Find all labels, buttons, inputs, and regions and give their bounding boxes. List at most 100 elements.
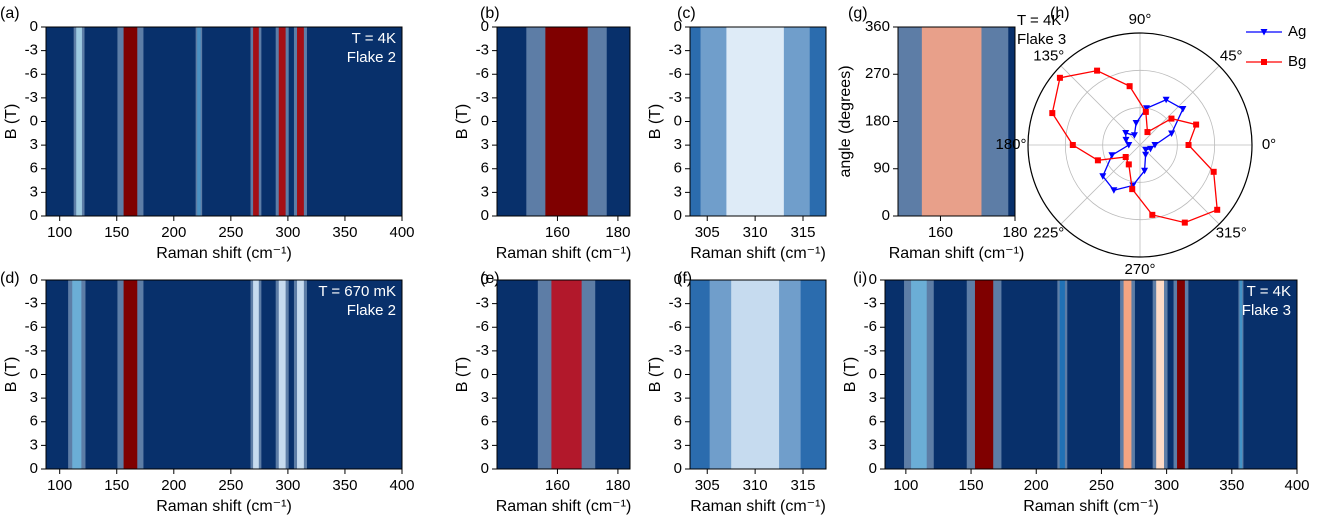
- marker: [1261, 59, 1267, 65]
- peak-band: [974, 280, 994, 469]
- peak-band: [1059, 280, 1065, 469]
- heatmap-background: [885, 280, 1297, 469]
- x-tick-label: 160: [545, 224, 570, 241]
- marker: [1149, 211, 1156, 218]
- marker: [1130, 132, 1138, 139]
- marker: [1110, 187, 1118, 194]
- y-tick-label: 3: [869, 389, 877, 406]
- y-tick-label: 0: [882, 207, 890, 224]
- marker: [1214, 206, 1221, 213]
- heatmap-background: [46, 27, 402, 216]
- y-tick-label: 180: [865, 112, 890, 129]
- y-axis-label: B (T): [3, 104, 20, 140]
- y-tick-label: 0: [674, 18, 682, 35]
- panel-label: (f): [677, 270, 692, 287]
- legend-label: Bg: [1288, 53, 1306, 70]
- y-tick-label: -6: [669, 318, 682, 335]
- x-tick-label: 180: [605, 477, 630, 494]
- y-tick-label: -6: [864, 318, 877, 335]
- y-tick-label: -6: [25, 318, 38, 335]
- y-tick-label: 0: [674, 365, 682, 382]
- y-tick-label: -3: [864, 342, 877, 359]
- marker: [1122, 130, 1130, 137]
- y-tick-label: 0: [481, 207, 489, 224]
- y-tick-label: 6: [30, 160, 38, 177]
- y-tick-label: 3: [30, 389, 38, 406]
- y-tick-label: 3: [674, 436, 682, 453]
- x-tick-label: 305: [695, 477, 720, 494]
- marker: [1147, 145, 1155, 153]
- x-axis-label: Raman shift (cm⁻¹): [156, 498, 292, 515]
- y-tick-label: 3: [674, 183, 682, 200]
- x-tick-label: 100: [893, 477, 918, 494]
- heatmap: [690, 280, 826, 469]
- annotation: T = 670 mK: [318, 283, 396, 300]
- y-tick-label: 0: [481, 365, 489, 382]
- panel-label: (i): [853, 270, 867, 287]
- annotation: Flake 3: [1017, 31, 1066, 48]
- x-axis-label: Raman shift (cm⁻¹): [496, 498, 632, 515]
- angle-label: 45°: [1220, 48, 1243, 65]
- y-tick-label: 3: [674, 136, 682, 153]
- peak-band: [911, 280, 927, 469]
- x-tick-label: 180: [605, 224, 630, 241]
- peak-band: [278, 27, 286, 216]
- peak-band: [123, 27, 138, 216]
- peak-band: [545, 27, 588, 216]
- panel-label: (c): [677, 5, 696, 22]
- y-tick-label: 0: [869, 365, 877, 382]
- y-axis-label: B (T): [454, 104, 471, 140]
- y-tick-label: -6: [25, 65, 38, 82]
- marker: [1210, 168, 1217, 175]
- marker: [1179, 106, 1187, 113]
- marker: [1129, 186, 1136, 193]
- angle-label: 225°: [1033, 224, 1064, 241]
- marker: [1142, 151, 1150, 159]
- marker: [1069, 142, 1076, 148]
- marker: [1142, 146, 1150, 154]
- y-tick-label: 3: [481, 436, 489, 453]
- angular-grid: [1139, 65, 1220, 146]
- y-tick-label: -3: [25, 295, 38, 312]
- peak-band: [1156, 280, 1165, 469]
- y-tick-label: 0: [30, 207, 38, 224]
- x-tick-label: 150: [104, 477, 129, 494]
- peak-band: [921, 27, 982, 216]
- y-tick-label: 0: [30, 18, 38, 35]
- y-tick-label: 6: [30, 413, 38, 430]
- annotation: Flake 2: [347, 49, 396, 66]
- marker: [1142, 105, 1150, 112]
- marker: [1181, 219, 1188, 226]
- marker: [1049, 110, 1056, 117]
- heatmap: [690, 27, 826, 216]
- marker: [1168, 115, 1175, 122]
- y-axis-label: angle (degrees): [837, 65, 854, 177]
- x-tick-label: 180: [1002, 224, 1027, 241]
- y-tick-label: -3: [25, 42, 38, 59]
- marker: [1126, 83, 1133, 90]
- peak-band: [253, 280, 259, 469]
- y-tick-label: -3: [669, 342, 682, 359]
- x-tick-label: 400: [389, 477, 414, 494]
- y-tick-label: 0: [674, 207, 682, 224]
- marker: [1099, 173, 1107, 180]
- heatmap: [46, 27, 402, 216]
- annotation: T = 4K: [1247, 283, 1291, 300]
- panel-label: (g): [848, 5, 868, 22]
- panel-label: (d): [0, 270, 20, 287]
- y-tick-label: 6: [481, 413, 489, 430]
- x-tick-label: 250: [218, 224, 243, 241]
- annotation: Flake 2: [347, 302, 396, 319]
- angle-label: 315°: [1216, 224, 1247, 241]
- polar-frame: [1027, 32, 1253, 258]
- x-axis-label: Raman shift (cm⁻¹): [690, 245, 826, 262]
- marker: [1108, 152, 1116, 159]
- y-tick-label: 3: [30, 183, 38, 200]
- y-tick-label: 6: [481, 160, 489, 177]
- angular-grid: [1139, 144, 1220, 225]
- y-tick-label: 0: [674, 112, 682, 129]
- peak-band: [278, 280, 286, 469]
- y-tick-label: 3: [481, 136, 489, 153]
- heatmap: [885, 280, 1297, 469]
